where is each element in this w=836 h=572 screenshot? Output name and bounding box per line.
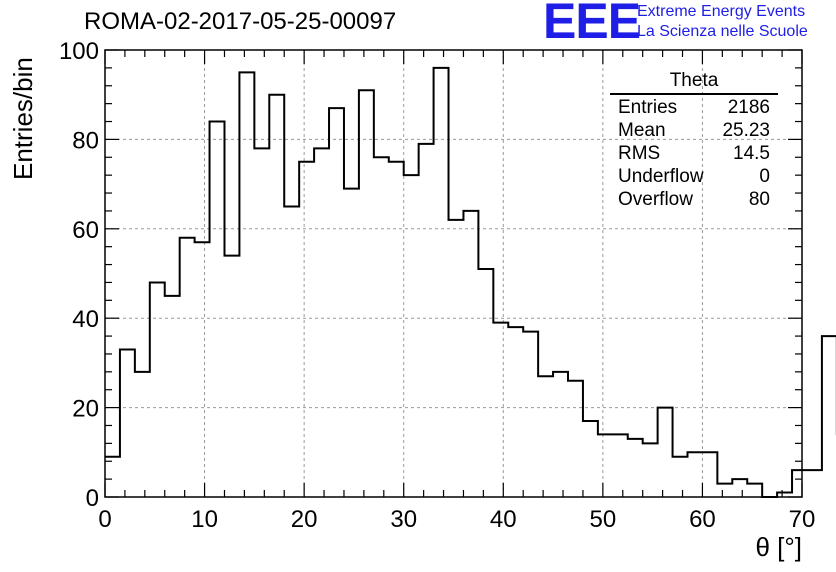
histogram-bin (210, 122, 225, 497)
y-tick-label: 80 (72, 127, 99, 154)
stats-value: 14.5 (733, 143, 770, 164)
stats-value: 0 (759, 166, 770, 187)
histogram-bin (613, 434, 628, 497)
x-tick-label: 70 (789, 506, 816, 533)
x-tick-label: 50 (590, 506, 617, 533)
histogram-bin (374, 157, 389, 497)
histogram-bin (792, 470, 807, 497)
histogram-bin (314, 148, 329, 497)
x-axis-label: θ [°] (755, 532, 802, 562)
histogram-bin (195, 242, 210, 497)
stats-value: 2186 (727, 97, 770, 118)
histogram-bin (449, 220, 464, 497)
histogram-bin (807, 470, 822, 497)
histogram-bin (822, 336, 836, 497)
y-tick-label: 40 (72, 306, 99, 333)
grid-lines (105, 50, 802, 497)
stats-row-mean: Mean 25.23 (610, 119, 778, 142)
histogram-bin (120, 349, 135, 497)
histogram-bin (359, 90, 374, 497)
histogram-bin (673, 457, 688, 497)
stats-row-rms: RMS 14.5 (610, 142, 778, 165)
histogram-bin (523, 332, 538, 497)
axis-tick-labels: 0 10 20 30 40 50 60 70 0 20 40 60 80 100 (59, 38, 815, 533)
histogram-bin (628, 439, 643, 497)
x-tick-label: 30 (390, 506, 417, 533)
y-tick-label: 60 (72, 217, 99, 244)
y-tick-label: 20 (72, 396, 99, 423)
stats-label: Underflow (618, 166, 704, 187)
histogram-bin (419, 144, 434, 497)
histogram-bin (598, 434, 613, 497)
stats-row-underflow: Underflow 0 (610, 165, 778, 188)
y-axis-label: Entries/bin (8, 57, 38, 180)
stats-value: 80 (748, 189, 770, 210)
histogram-bin (717, 484, 732, 497)
histogram-bin (658, 408, 673, 497)
histogram-bin (538, 376, 553, 497)
stats-value: 25.23 (722, 120, 770, 141)
histogram-bin (404, 175, 419, 497)
histogram-bin (389, 162, 404, 497)
histogram-bin (493, 323, 508, 497)
histogram-bin (299, 162, 314, 497)
stats-title: Theta (610, 70, 778, 95)
stats-label: Entries (618, 97, 678, 118)
histogram-series (105, 66, 836, 498)
histogram-bin (747, 484, 762, 497)
histogram-bin (702, 452, 717, 497)
axis-ticks (104, 49, 803, 498)
x-tick-label: 20 (291, 506, 318, 533)
logo-line-1: Extreme Energy Events (637, 3, 806, 20)
stats-label: Overflow (618, 189, 693, 210)
y-tick-label: 0 (86, 485, 99, 512)
x-tick-label: 10 (191, 506, 218, 533)
stats-label: Mean (618, 120, 666, 141)
histogram-bin (687, 452, 702, 497)
histogram-bin (254, 148, 269, 497)
histogram-bin (553, 372, 568, 497)
logo-line-2: La Scienza nelle Scuole (637, 23, 808, 40)
histogram-bin (135, 372, 150, 497)
histogram-bin (329, 108, 344, 497)
histogram-bin (165, 296, 180, 497)
histogram-bin (105, 457, 120, 497)
histogram-bin (269, 95, 284, 497)
x-tick-label: 0 (98, 506, 111, 533)
histogram-bin (583, 421, 598, 497)
histogram-bin (568, 381, 583, 497)
plot-frame (104, 49, 803, 498)
histogram-bin (284, 206, 299, 497)
x-tick-label: 60 (689, 506, 716, 533)
chart-title: ROMA-02-2017-05-25-00097 (84, 8, 397, 35)
histogram-bin (732, 479, 747, 497)
stats-row-entries: Entries 2186 (610, 96, 778, 119)
histogram-outline (105, 66, 836, 498)
stats-label: RMS (618, 143, 661, 164)
x-tick-label: 40 (490, 506, 517, 533)
histogram-bin (508, 327, 523, 497)
eee-logo-mark: EEE (543, 0, 641, 49)
histogram-bin (643, 443, 658, 497)
stats-row-overflow: Overflow 80 (610, 188, 778, 211)
y-tick-label: 100 (59, 38, 99, 65)
axes (104, 49, 803, 498)
histogram-bin (224, 256, 239, 497)
histogram-bin (478, 269, 493, 497)
histogram-bin (344, 189, 359, 497)
histogram-bin (239, 72, 254, 497)
histogram-bin (463, 211, 478, 497)
stats-box: Theta Entries 2186 Mean 25.23 RMS 14.5 U… (610, 70, 778, 211)
eee-logo-text: Extreme Energy Events La Scienza nelle S… (637, 2, 808, 42)
histogram-bin (150, 282, 165, 497)
histogram-bin (434, 68, 449, 497)
histogram-bin (180, 238, 195, 497)
